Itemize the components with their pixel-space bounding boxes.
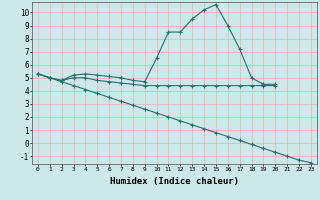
X-axis label: Humidex (Indice chaleur): Humidex (Indice chaleur) [110, 177, 239, 186]
